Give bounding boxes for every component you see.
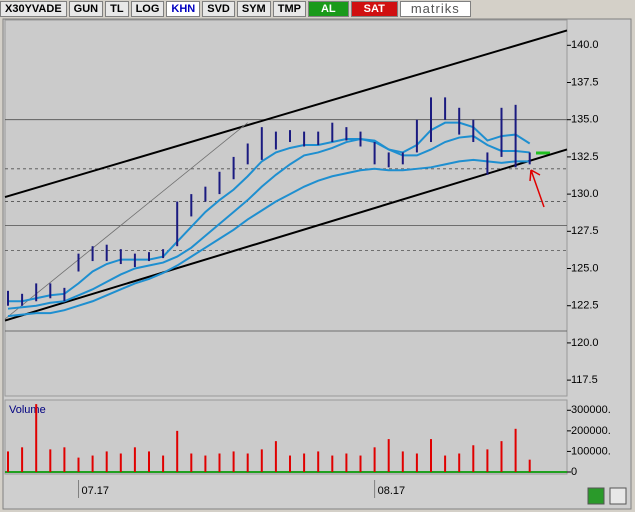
- y-tick-label: 100000.: [571, 445, 611, 457]
- buy-button[interactable]: AL: [307, 1, 349, 17]
- y-tick-label: 0: [571, 466, 577, 478]
- y-tick-label: 300000.: [571, 404, 611, 416]
- y-tick-label: 135.0: [571, 114, 599, 126]
- trend-line: [4, 148, 568, 322]
- moving-average: [8, 121, 531, 303]
- annotation-arrow: [529, 169, 545, 208]
- price-panel: [4, 19, 568, 397]
- toolbar-button[interactable]: KHN: [166, 1, 201, 17]
- y-tick-label: 140.0: [571, 39, 599, 51]
- volume-title: Volume: [9, 404, 46, 416]
- y-tick-label: 132.5: [571, 151, 599, 163]
- toolbar-button[interactable]: GUN: [68, 1, 104, 17]
- refresh-icon[interactable]: [587, 487, 605, 505]
- sell-button[interactable]: SAT: [350, 1, 398, 17]
- toolbar-button[interactable]: TL: [105, 1, 129, 17]
- trend-line: [4, 122, 248, 320]
- y-tick-label: 117.5: [571, 374, 598, 386]
- brand: matriks: [399, 1, 471, 17]
- y-tick-label: 120.0: [571, 337, 599, 349]
- settings-icon[interactable]: [609, 487, 627, 505]
- toolbar-button[interactable]: SVD: [202, 1, 235, 17]
- toolbar: X30YVADE GUN TL LOG KHN SVD SYM TMP AL S…: [0, 0, 635, 18]
- toolbar-button[interactable]: SYM: [236, 1, 271, 17]
- x-tick-label: 08.17: [378, 485, 406, 497]
- y-tick-label: 122.5: [571, 300, 599, 312]
- y-tick-label: 130.0: [571, 188, 599, 200]
- toolbar-button[interactable]: LOG: [130, 1, 165, 17]
- x-tick-label: 07.17: [82, 485, 110, 497]
- y-tick-label: 200000.: [571, 425, 611, 437]
- toolbar-button[interactable]: TMP: [272, 1, 306, 17]
- symbol-box[interactable]: X30YVADE: [0, 1, 67, 17]
- trend-line: [4, 29, 568, 199]
- moving-average: [7, 158, 530, 318]
- volume-panel: [4, 399, 568, 475]
- y-tick-label: 125.0: [571, 262, 599, 274]
- moving-average: [7, 135, 530, 310]
- y-tick-label: 137.5: [571, 76, 599, 88]
- y-tick-label: 127.5: [571, 225, 599, 237]
